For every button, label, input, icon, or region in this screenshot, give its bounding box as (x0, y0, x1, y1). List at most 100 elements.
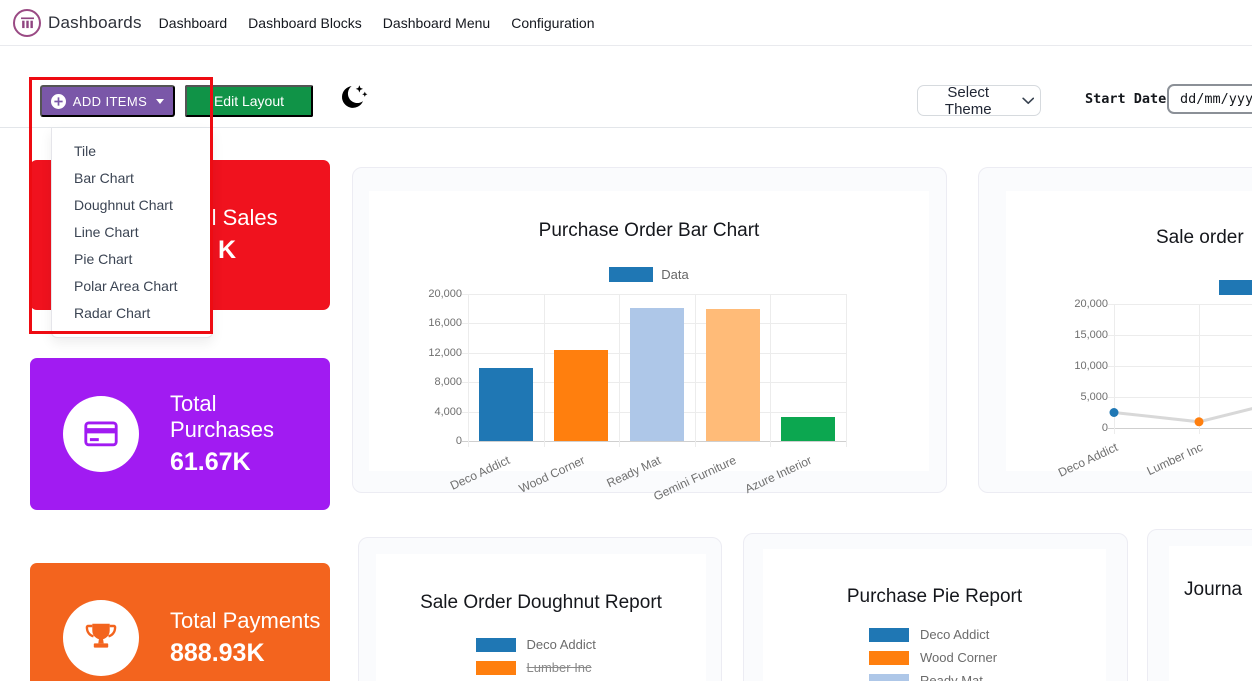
x-axis-tick-label: Azure Interior (742, 453, 815, 497)
menu-option-doughnut-chart[interactable]: Doughnut Chart (74, 197, 173, 213)
legend-label: Data (661, 267, 689, 282)
app-logo-icon[interactable] (13, 8, 41, 37)
dark-mode-moon-icon[interactable] (338, 83, 368, 112)
y-axis-tick-label: 16,000 (428, 317, 462, 330)
y-axis-tick-label: 10,000 (1074, 360, 1108, 372)
y-axis-tick-label: 20,000 (1074, 298, 1108, 310)
y-axis-tick-label: 20,000 (428, 288, 462, 300)
bar (554, 349, 609, 441)
menu-option-line-chart[interactable]: Line Chart (74, 224, 139, 240)
tile-total-payments[interactable]: Total Payments 888.93K (30, 563, 330, 681)
y-axis-tick-label: 15,000 (1074, 329, 1108, 341)
edit-layout-label: Edit Layout (213, 93, 285, 109)
credit-card-icon (63, 396, 139, 472)
line-chart-title: Sale order (1156, 227, 1244, 248)
tile-payments-title: Total Payments (170, 607, 321, 633)
y-axis-tick-label: 12,000 (428, 346, 462, 359)
app-title[interactable]: Dashboards (48, 12, 142, 32)
menu-item-configuration[interactable]: Configuration (511, 14, 595, 31)
menu-item-dashboard-blocks[interactable]: Dashboard Blocks (248, 14, 362, 31)
grid-line (1108, 304, 1252, 305)
start-date-input[interactable]: dd/mm/yyyy (1167, 84, 1252, 114)
legend-swatch (475, 637, 516, 652)
grid-line (1108, 335, 1252, 336)
select-theme-dropdown[interactable]: Select Theme (917, 84, 1041, 118)
line-series (1109, 407, 1252, 427)
line-path (1113, 407, 1252, 424)
purchase-order-bar-chart-card: Purchase Order Bar Chart Data 0 4,000 8,00… (352, 167, 947, 503)
legend-label: Deco Addict (526, 637, 596, 652)
legend-item[interactable]: Deco Addict (475, 637, 607, 652)
legend-swatch (869, 627, 909, 642)
data-point (1109, 408, 1119, 417)
grid-line-vertical (468, 294, 469, 447)
legend-item[interactable]: Deco Addict (869, 627, 1000, 642)
tile-purchases-title: Total Purchases (170, 390, 274, 442)
legend-item[interactable]: Ready Mat (869, 673, 1000, 681)
bar (705, 309, 760, 441)
x-axis-tick-label: Wood Corner (516, 453, 588, 496)
legend-item[interactable]: Wood Corner (869, 650, 1000, 665)
pie-chart-legend: Deco Addict Wood Corner Ready Mat (763, 627, 1106, 681)
grid-line-vertical (770, 294, 772, 447)
sale-order-line-chart-card: Sale order 0 5,000 10,000 15,000 20,000 Deco … (978, 167, 1252, 493)
y-axis-tick-label: 8,000 (434, 376, 462, 389)
grid-line-vertical (694, 294, 696, 447)
tile-total-purchases[interactable]: Total Purchases 61.67K (30, 358, 330, 510)
menu-option-pie-chart[interactable]: Pie Chart (74, 251, 133, 267)
add-items-label: ADD ITEMS (72, 93, 148, 109)
menu-item-dashboard[interactable]: Dashboard (158, 14, 228, 31)
trophy-icon (63, 600, 139, 676)
bar-chart-legend-item[interactable]: Data (369, 267, 929, 282)
menu-item-dashboard-menu[interactable]: Dashboard Menu (382, 14, 491, 31)
menu-option-bar-chart[interactable]: Bar Chart (74, 170, 134, 186)
legend-label: Deco Addict (920, 627, 990, 642)
menu-option-tile[interactable]: Tile (74, 143, 97, 159)
grid-line-vertical (846, 294, 847, 447)
caret-down-icon (156, 98, 165, 104)
menu-option-polar-area-chart[interactable]: Polar Area Chart (74, 278, 178, 294)
edit-layout-button[interactable]: Edit Layout (185, 85, 313, 117)
x-axis-tick-label: Ready Mat (604, 453, 663, 491)
legend-label: Wood Corner (920, 650, 998, 665)
doughnut-chart-legend: Deco Addict Lumber Inc (376, 637, 706, 675)
top-navbar: Dashboards Dashboard Dashboard Blocks Da… (0, 0, 1252, 46)
legend-label: Ready Mat (920, 673, 983, 681)
pie-chart-title: Purchase Pie Report (846, 586, 1023, 607)
legend-swatch (475, 660, 516, 675)
x-axis-tick-label: Gemini Furniture (651, 453, 739, 504)
toolbar-divider (0, 127, 1252, 128)
sale-order-doughnut-report-card: Sale Order Doughnut Report Deco Addict Lu… (358, 537, 722, 681)
legend-swatch (869, 650, 909, 665)
plus-circle-icon (50, 93, 66, 109)
moon-sparkles-glyph (342, 85, 368, 108)
legend-swatch (869, 673, 909, 681)
legend-item[interactable]: Lumber Inc (475, 660, 607, 675)
grid-line (1108, 428, 1252, 429)
grid-line-vertical (543, 294, 545, 447)
line-chart-plot-area: 0 5,000 10,000 15,000 20,000 Deco Addict Lumbe… (1056, 298, 1252, 480)
menu-option-radar-chart[interactable]: Radar Chart (74, 305, 151, 321)
line-chart-legend-swatch[interactable] (1219, 280, 1252, 295)
bar (781, 417, 836, 441)
bar (478, 367, 533, 441)
add-items-button[interactable]: ADD ITEMS (40, 85, 175, 117)
grid-line-vertical (1114, 304, 1115, 434)
bar-chart-title: Purchase Order Bar Chart (538, 220, 760, 241)
x-axis-tick-label: Deco Addict (1055, 440, 1120, 480)
y-axis-tick-label: 0 (1101, 422, 1108, 434)
grid-line-vertical (1199, 304, 1200, 434)
y-axis-tick-label: 0 (455, 435, 462, 447)
chevron-down-icon (1021, 96, 1034, 104)
bar-chart-plot-area: 0 4,000 8,000 12,000 16,000 20,000 Deco Addict… (428, 288, 847, 503)
tile-sales-value: K (218, 236, 237, 265)
bar (630, 307, 684, 441)
grid-line-vertical (619, 294, 621, 447)
grid-line (1108, 397, 1252, 398)
grid-line (1108, 366, 1252, 367)
logo-glyph (20, 16, 34, 28)
purchase-pie-report-card: Purchase Pie Report Deco Addict Wood Corn… (743, 533, 1128, 681)
x-axis-tick-label: Lumber Inc (1144, 440, 1205, 479)
y-axis-tick-label: 5,000 (1080, 391, 1108, 403)
grid-line (462, 294, 846, 295)
